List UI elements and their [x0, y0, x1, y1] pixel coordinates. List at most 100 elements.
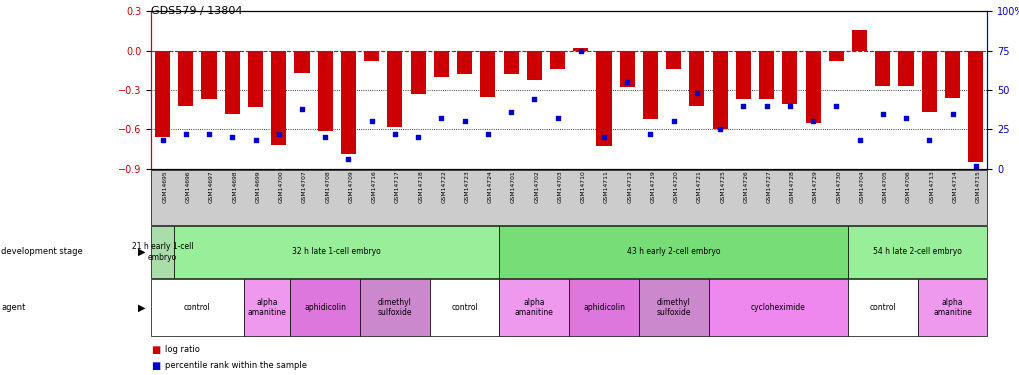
- Bar: [202, 51, 216, 99]
- Bar: [248, 51, 263, 107]
- Text: GSM14696: GSM14696: [185, 171, 191, 203]
- Bar: [689, 51, 704, 106]
- Point: [270, 131, 286, 137]
- Bar: [526, 51, 541, 80]
- Text: GSM14717: GSM14717: [394, 171, 399, 204]
- Bar: [735, 51, 750, 99]
- Text: GSM14714: GSM14714: [952, 171, 957, 203]
- Point: [851, 137, 867, 143]
- Bar: [921, 51, 935, 112]
- Text: GSM14723: GSM14723: [465, 171, 469, 203]
- Point: [920, 137, 936, 143]
- Text: GSM14722: GSM14722: [441, 171, 446, 204]
- Text: GSM14719: GSM14719: [650, 171, 655, 203]
- Point: [758, 103, 774, 109]
- Text: 43 h early 2-cell embryo: 43 h early 2-cell embryo: [627, 248, 719, 256]
- Point: [781, 103, 797, 109]
- Bar: [271, 51, 286, 145]
- Text: GSM14711: GSM14711: [603, 171, 608, 204]
- Text: control: control: [450, 303, 478, 312]
- Text: GSM14727: GSM14727: [766, 171, 771, 204]
- Text: log ratio: log ratio: [165, 345, 200, 354]
- Bar: [596, 51, 611, 146]
- Text: ■: ■: [151, 361, 160, 370]
- Point: [410, 134, 426, 140]
- Bar: [433, 51, 448, 77]
- Point: [804, 118, 820, 124]
- Bar: [967, 51, 982, 162]
- Point: [874, 111, 891, 117]
- Text: GSM14726: GSM14726: [743, 171, 748, 203]
- Text: GSM14698: GSM14698: [232, 171, 237, 203]
- Text: GSM14704: GSM14704: [859, 171, 864, 203]
- Text: 54 h late 2-cell embryo: 54 h late 2-cell embryo: [872, 248, 961, 256]
- Bar: [317, 51, 332, 131]
- Text: GSM14725: GSM14725: [719, 171, 725, 204]
- Text: agent: agent: [1, 303, 25, 312]
- Text: 21 h early 1-cell
embryo: 21 h early 1-cell embryo: [131, 242, 194, 262]
- Text: alpha
amanitine: alpha amanitine: [515, 298, 553, 317]
- Bar: [340, 51, 356, 154]
- Bar: [294, 51, 309, 73]
- Point: [944, 111, 960, 117]
- Text: GSM14710: GSM14710: [580, 171, 585, 203]
- Point: [827, 103, 844, 109]
- Bar: [364, 51, 379, 61]
- Point: [363, 118, 379, 124]
- Text: control: control: [868, 303, 896, 312]
- Text: GSM14718: GSM14718: [418, 171, 423, 203]
- Point: [897, 116, 913, 122]
- Bar: [620, 51, 634, 87]
- Point: [967, 163, 983, 169]
- Text: dimethyl
sulfoxide: dimethyl sulfoxide: [656, 298, 690, 317]
- Point: [526, 96, 542, 102]
- Point: [317, 134, 333, 140]
- Text: GSM14728: GSM14728: [789, 171, 794, 203]
- Point: [711, 126, 728, 132]
- Bar: [480, 51, 495, 97]
- Text: alpha
amanitine: alpha amanitine: [932, 298, 971, 317]
- Point: [619, 79, 635, 85]
- Point: [502, 109, 519, 115]
- Text: GSM14702: GSM14702: [534, 171, 539, 203]
- Point: [433, 116, 449, 122]
- Bar: [387, 51, 403, 127]
- Bar: [503, 51, 518, 74]
- Text: GSM14730: GSM14730: [836, 171, 841, 203]
- Bar: [712, 51, 727, 129]
- Point: [688, 90, 704, 96]
- Text: dimethyl
sulfoxide: dimethyl sulfoxide: [377, 298, 412, 317]
- Bar: [874, 51, 890, 86]
- Point: [595, 134, 611, 140]
- Bar: [665, 51, 681, 69]
- Text: ▶: ▶: [139, 247, 146, 257]
- Bar: [411, 51, 425, 94]
- Point: [340, 156, 357, 162]
- Bar: [944, 51, 959, 98]
- Point: [665, 118, 682, 124]
- Text: GSM14705: GSM14705: [882, 171, 887, 203]
- Text: ▶: ▶: [139, 303, 146, 312]
- Point: [201, 131, 217, 137]
- Text: GSM14701: GSM14701: [511, 171, 516, 203]
- Text: ■: ■: [151, 345, 160, 354]
- Point: [177, 131, 194, 137]
- Bar: [898, 51, 913, 86]
- Text: 32 h late 1-cell embryo: 32 h late 1-cell embryo: [292, 248, 381, 256]
- Text: GSM14729: GSM14729: [812, 171, 817, 203]
- Bar: [549, 51, 565, 69]
- Point: [549, 116, 566, 122]
- Bar: [758, 51, 773, 99]
- Text: GSM14707: GSM14707: [302, 171, 307, 203]
- Text: GSM14699: GSM14699: [255, 171, 260, 203]
- Point: [572, 48, 588, 54]
- Text: GDS579 / 13804: GDS579 / 13804: [151, 6, 243, 16]
- Point: [386, 131, 403, 137]
- Point: [479, 131, 495, 137]
- Bar: [851, 30, 866, 51]
- Text: percentile rank within the sample: percentile rank within the sample: [165, 361, 307, 370]
- Text: GSM14709: GSM14709: [348, 171, 354, 203]
- Text: GSM14697: GSM14697: [209, 171, 214, 203]
- Text: GSM14706: GSM14706: [905, 171, 910, 203]
- Text: aphidicolin: aphidicolin: [583, 303, 625, 312]
